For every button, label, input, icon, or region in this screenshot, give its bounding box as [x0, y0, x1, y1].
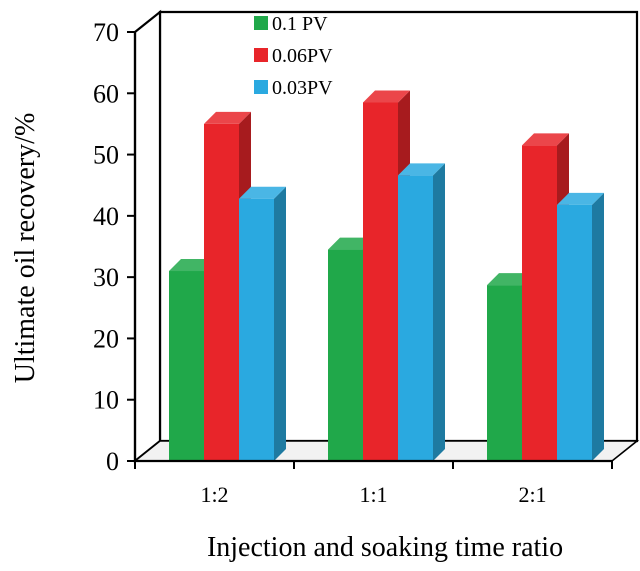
- x-axis-title: Injection and soaking time ratio: [207, 532, 563, 563]
- bar-top: [557, 192, 604, 205]
- bar-top: [363, 90, 410, 103]
- legend-label: 0.1 PV: [272, 13, 328, 35]
- bar-front: [398, 175, 433, 461]
- legend-label: 0.06PV: [272, 45, 333, 67]
- y-tick-label: 10: [93, 386, 119, 415]
- legend-swatch: [254, 48, 268, 62]
- y-tick-label: 40: [93, 202, 119, 231]
- legend-label: 0.03PV: [272, 77, 333, 99]
- bar-top: [239, 186, 286, 199]
- bar-side: [274, 186, 286, 461]
- bar-front: [487, 285, 522, 461]
- y-tick-label: 70: [93, 18, 119, 47]
- bar-top: [522, 133, 569, 146]
- y-tick-label: 60: [93, 79, 119, 108]
- bar-1-2-series-2: [239, 186, 286, 461]
- side-wall: [133, 9, 162, 464]
- bar-1-1-series-2: [398, 163, 445, 461]
- y-tick-label: 0: [106, 447, 119, 476]
- y-axis-title: Ultimate oil recovery/%: [10, 113, 41, 384]
- bar-side: [592, 192, 604, 461]
- bar-front: [169, 271, 204, 461]
- bar-top: [398, 163, 445, 176]
- legend-swatch: [254, 80, 268, 94]
- bar-front: [363, 102, 398, 461]
- y-tick-label: 20: [93, 324, 119, 353]
- y-tick-label: 30: [93, 263, 119, 292]
- bars: [169, 90, 604, 461]
- bar-front: [328, 249, 363, 461]
- bar-2-1-series-2: [557, 192, 604, 461]
- y-tick-label: 50: [93, 141, 119, 170]
- legend: 0.1 PV 0.06PV 0.03PV: [254, 13, 333, 99]
- bar-front: [239, 198, 274, 461]
- x-tick-label: 1:1: [359, 482, 387, 507]
- axes: 0 10 20 30 40 50 60 70 1:2 1:1 2:1: [93, 18, 613, 507]
- legend-swatch: [254, 16, 268, 30]
- bar-front: [522, 145, 557, 461]
- x-tick-label: 2:1: [518, 482, 546, 507]
- bar-front: [557, 204, 592, 461]
- bar-top: [204, 111, 251, 124]
- bar-front: [204, 123, 239, 461]
- x-tick-label: 1:2: [200, 482, 228, 507]
- bar-side: [433, 163, 445, 461]
